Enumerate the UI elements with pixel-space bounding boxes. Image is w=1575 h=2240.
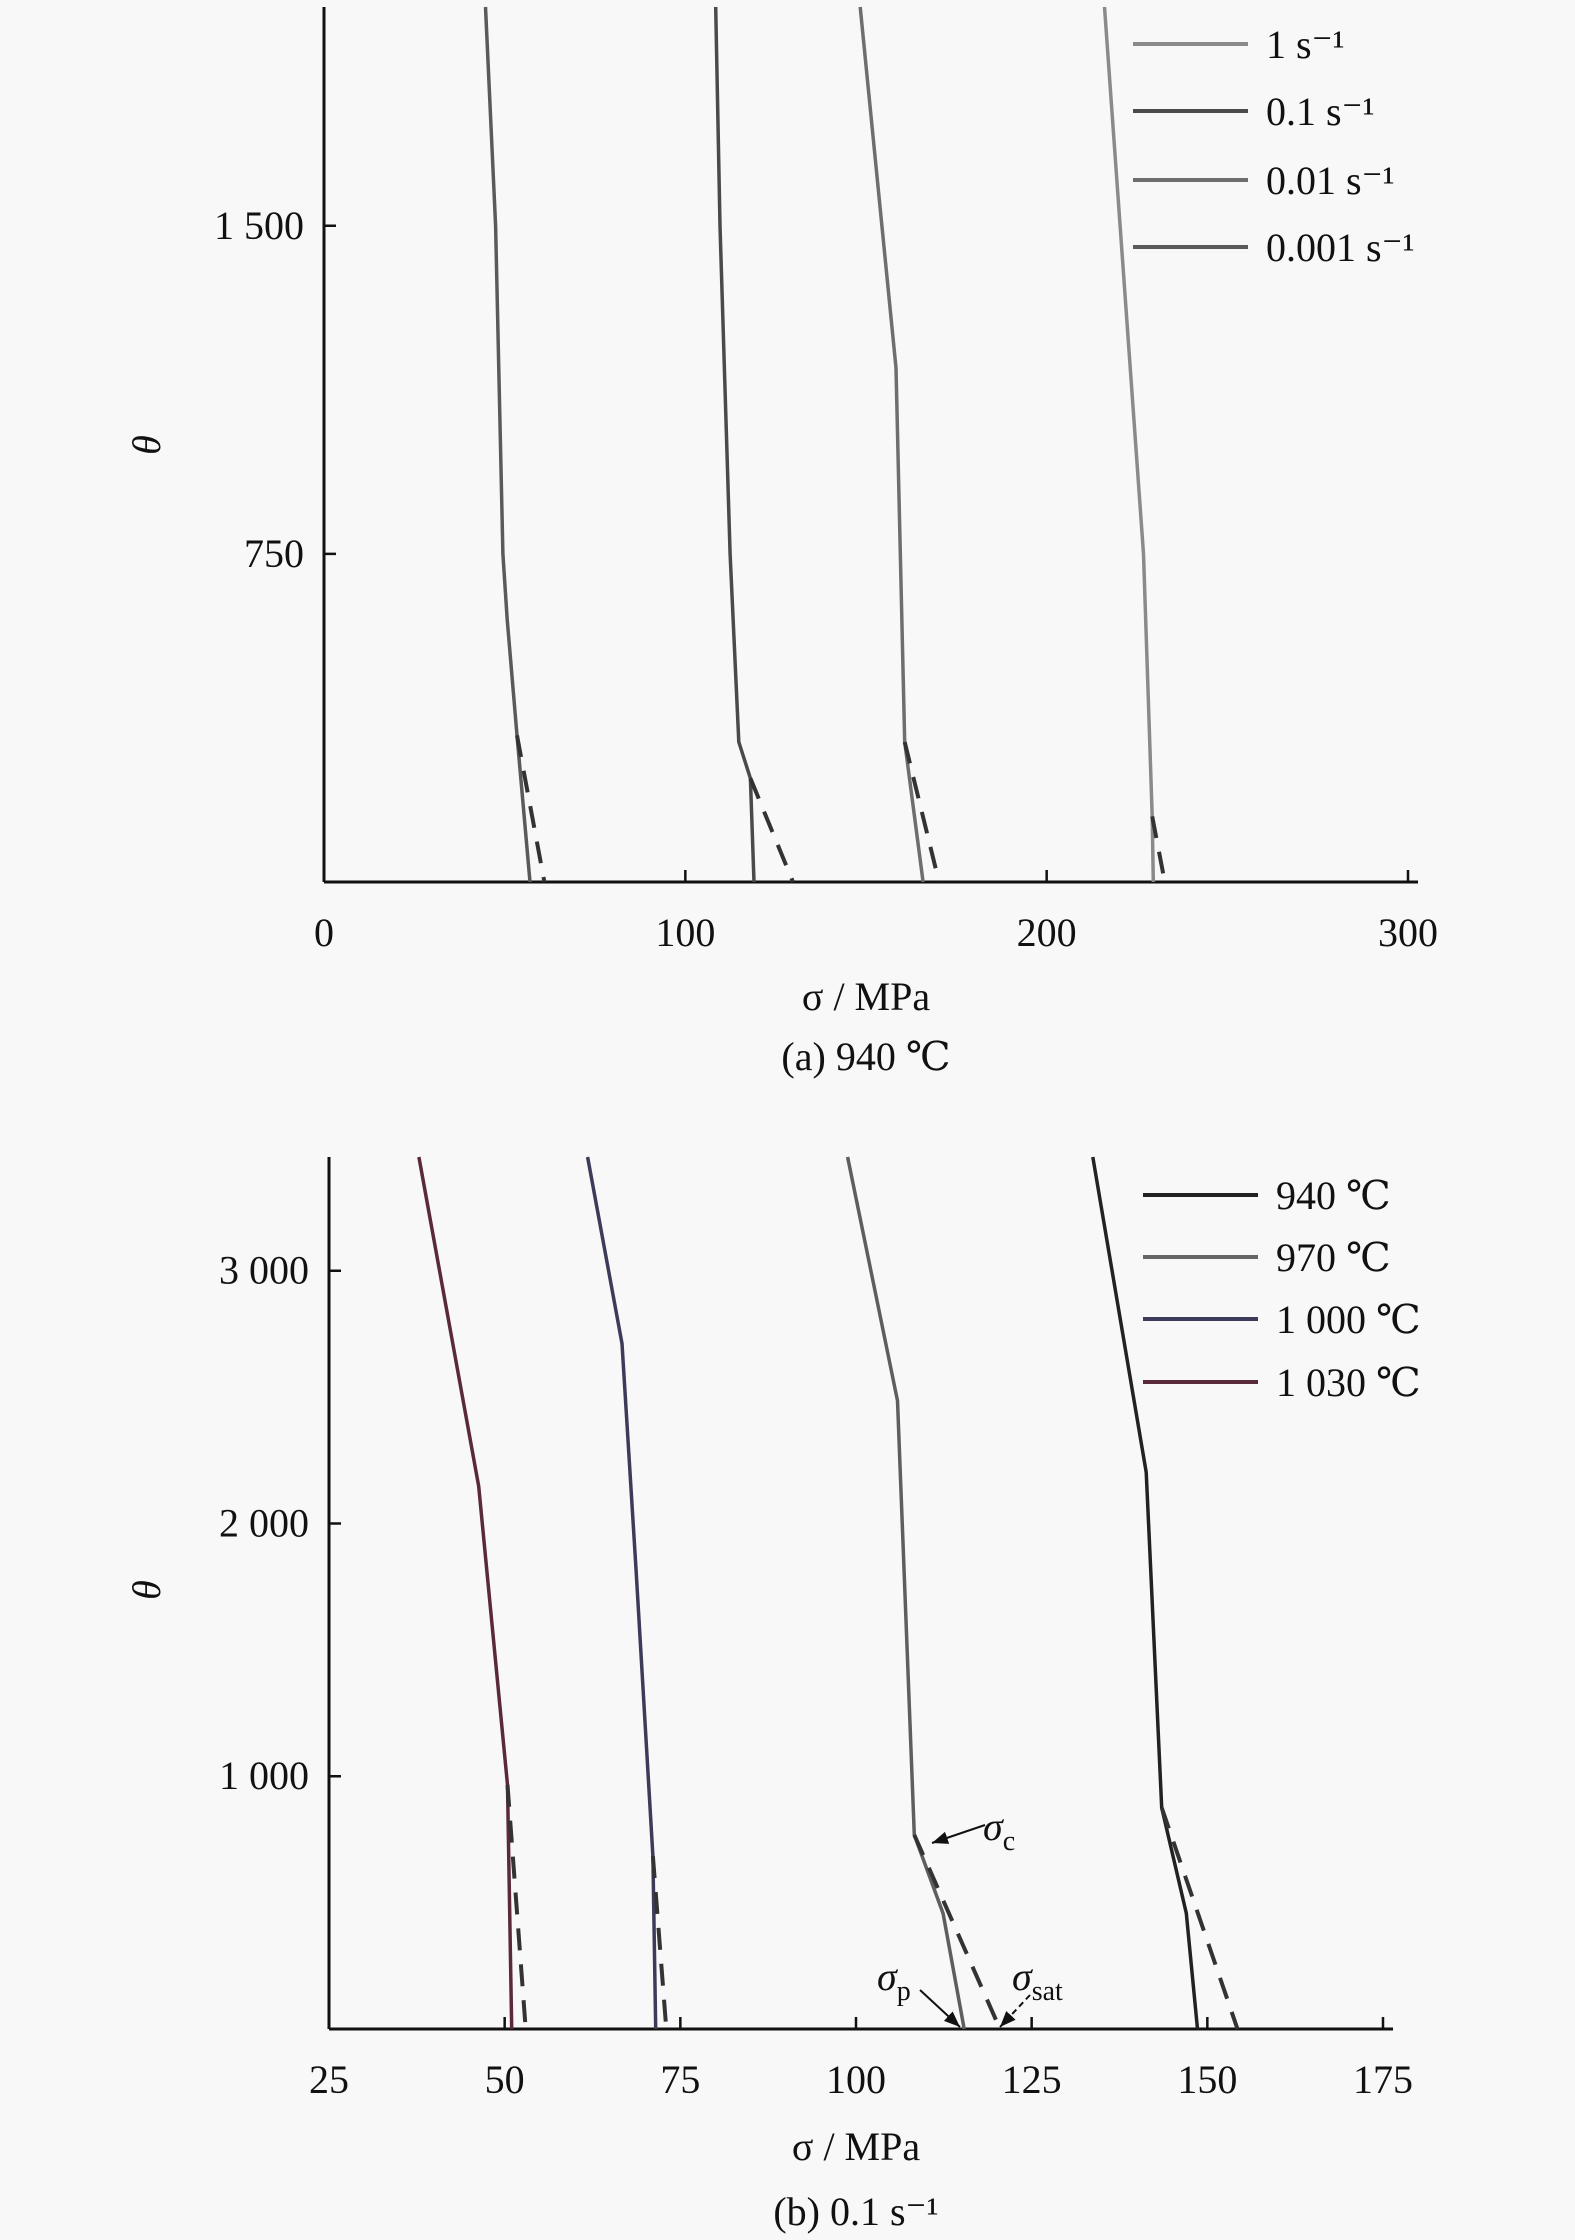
x-tick-label: 0 <box>314 910 334 955</box>
series-line-fit-dashed <box>505 1784 528 2030</box>
series-line-solid <box>845 1156 966 2030</box>
annotation-label: σp <box>877 1954 911 2007</box>
annotation-subscript: p <box>897 1976 911 2007</box>
chart-b-0.1s: 25 50 75 100 125 150 175 1 000 2 000 3 000 σ / MPa… <box>124 1156 1421 2234</box>
series-line-solid <box>417 1156 514 2030</box>
series-line-solid <box>1102 6 1156 883</box>
x-tick-label: 150 <box>1177 2057 1237 2102</box>
y-tick-label: 1 000 <box>219 1753 309 1798</box>
y-tick-label: 2 000 <box>219 1500 309 1545</box>
y-tick-label: 3 000 <box>219 1248 309 1293</box>
annotation-subscript: c <box>1003 1826 1015 1857</box>
x-tick-label: 175 <box>1353 2057 1413 2102</box>
y-tick-label: 750 <box>244 531 304 576</box>
x-tick-label: 100 <box>826 2057 886 2102</box>
legend-label: 0.01 s⁻¹ <box>1266 158 1395 203</box>
series-line-fit-dashed <box>748 777 795 883</box>
x-tick-label: 25 <box>309 2057 349 2102</box>
y-tick-label: 1 500 <box>214 203 304 248</box>
legend-label: 1 030 ℃ <box>1276 1360 1421 1405</box>
x-tick-label: 100 <box>655 910 715 955</box>
x-tick-label: 75 <box>660 2057 700 2102</box>
x-axis-label: σ / MPa <box>792 2124 920 2169</box>
y-axis-label: θ <box>124 435 169 455</box>
x-tick-label: 200 <box>1017 910 1077 955</box>
x-tick-label: 125 <box>1002 2057 1062 2102</box>
legend-label: 970 ℃ <box>1276 1235 1391 1280</box>
annotation-arrow <box>919 1989 961 2028</box>
annotation-label: σc <box>983 1804 1015 1857</box>
series-line-solid <box>858 6 925 883</box>
chart-caption: (a) 940 ℃ <box>781 1034 950 1079</box>
legend-label: 0.1 s⁻¹ <box>1266 89 1375 134</box>
series-line-solid <box>483 6 532 883</box>
series-line-fit-dashed <box>1150 816 1167 883</box>
chart-caption: (b) 0.1 s⁻¹ <box>773 2189 938 2234</box>
series-line-solid <box>713 6 756 883</box>
chart-a-940C: 0 100 200 300 750 1 500 σ / MPa θ (a) 940 ℃ 1 s⁻¹… <box>124 6 1438 1079</box>
x-tick-label: 300 <box>1378 910 1438 955</box>
x-axis-label: σ / MPa <box>802 974 930 1019</box>
series-line-fit-dashed <box>902 741 941 883</box>
legend-label: 1 s⁻¹ <box>1266 22 1345 67</box>
y-axis-label: θ <box>124 1580 169 1600</box>
legend-label: 0.001 s⁻¹ <box>1266 225 1415 270</box>
annotation-arrow <box>999 1994 1031 2028</box>
series-line-solid <box>1091 1156 1200 2030</box>
annotation-symbol: σ <box>877 1954 898 1999</box>
series-line-fit-dashed <box>515 735 547 883</box>
annotation-label: σsat <box>1012 1954 1063 2007</box>
x-tick-label: 50 <box>485 2057 525 2102</box>
annotation-symbol: σ <box>983 1804 1004 1849</box>
legend-label: 1 000 ℃ <box>1276 1297 1421 1342</box>
annotation-arrow <box>931 1824 986 1844</box>
series-line-solid <box>585 1156 658 2030</box>
annotation-subscript: sat <box>1032 1976 1063 2007</box>
series-line-fit-dashed <box>1159 1806 1240 2030</box>
annotation-symbol: σ <box>1012 1954 1033 1999</box>
legend-label: 940 ℃ <box>1276 1173 1391 1218</box>
series-line-fit-dashed <box>650 1855 669 2030</box>
